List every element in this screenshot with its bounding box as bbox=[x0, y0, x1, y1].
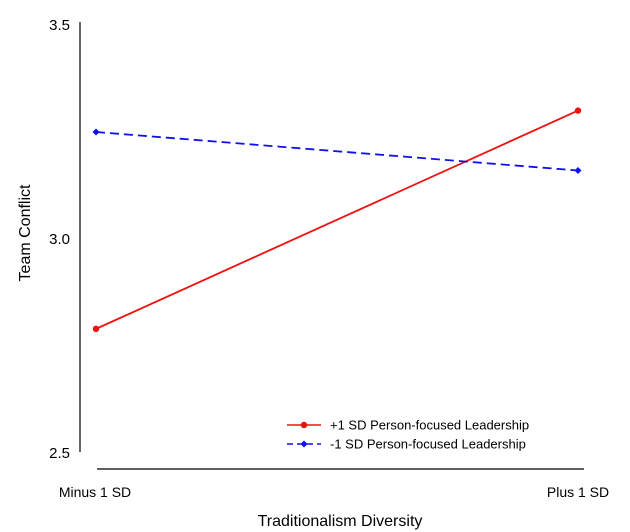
legend-label: +1 SD Person-focused Leadership bbox=[330, 418, 529, 433]
plot-area bbox=[92, 107, 582, 333]
y-tick-label: 3.5 bbox=[49, 17, 70, 34]
x-tick-label: Minus 1 SD bbox=[59, 484, 131, 500]
data-point bbox=[574, 107, 582, 114]
legend-label: -1 SD Person-focused Leadership bbox=[330, 437, 526, 452]
legend: +1 SD Person-focused Leadership -1 SD Per… bbox=[287, 418, 529, 452]
series-line-2 bbox=[95, 131, 579, 172]
legend-swatch-marker bbox=[300, 421, 308, 429]
x-tick-label: Plus 1 SD bbox=[547, 484, 609, 500]
data-point bbox=[92, 128, 100, 136]
axes: Team Conflict Traditionalism Diversity bbox=[17, 22, 584, 530]
legend-swatch-marker bbox=[300, 440, 308, 448]
series-line-1 bbox=[95, 109, 579, 330]
y-tick-label: 2.5 bbox=[49, 445, 70, 462]
data-point bbox=[574, 167, 582, 175]
y-ticks: 2.5 3.0 3.5 bbox=[49, 17, 70, 462]
x-ticks: Minus 1 SD Plus 1 SD bbox=[59, 484, 609, 500]
y-axis-label: Team Conflict bbox=[17, 184, 34, 281]
data-point bbox=[92, 325, 100, 333]
x-axis-label: Traditionalism Diversity bbox=[258, 513, 423, 530]
y-tick-label: 3.0 bbox=[49, 231, 70, 248]
